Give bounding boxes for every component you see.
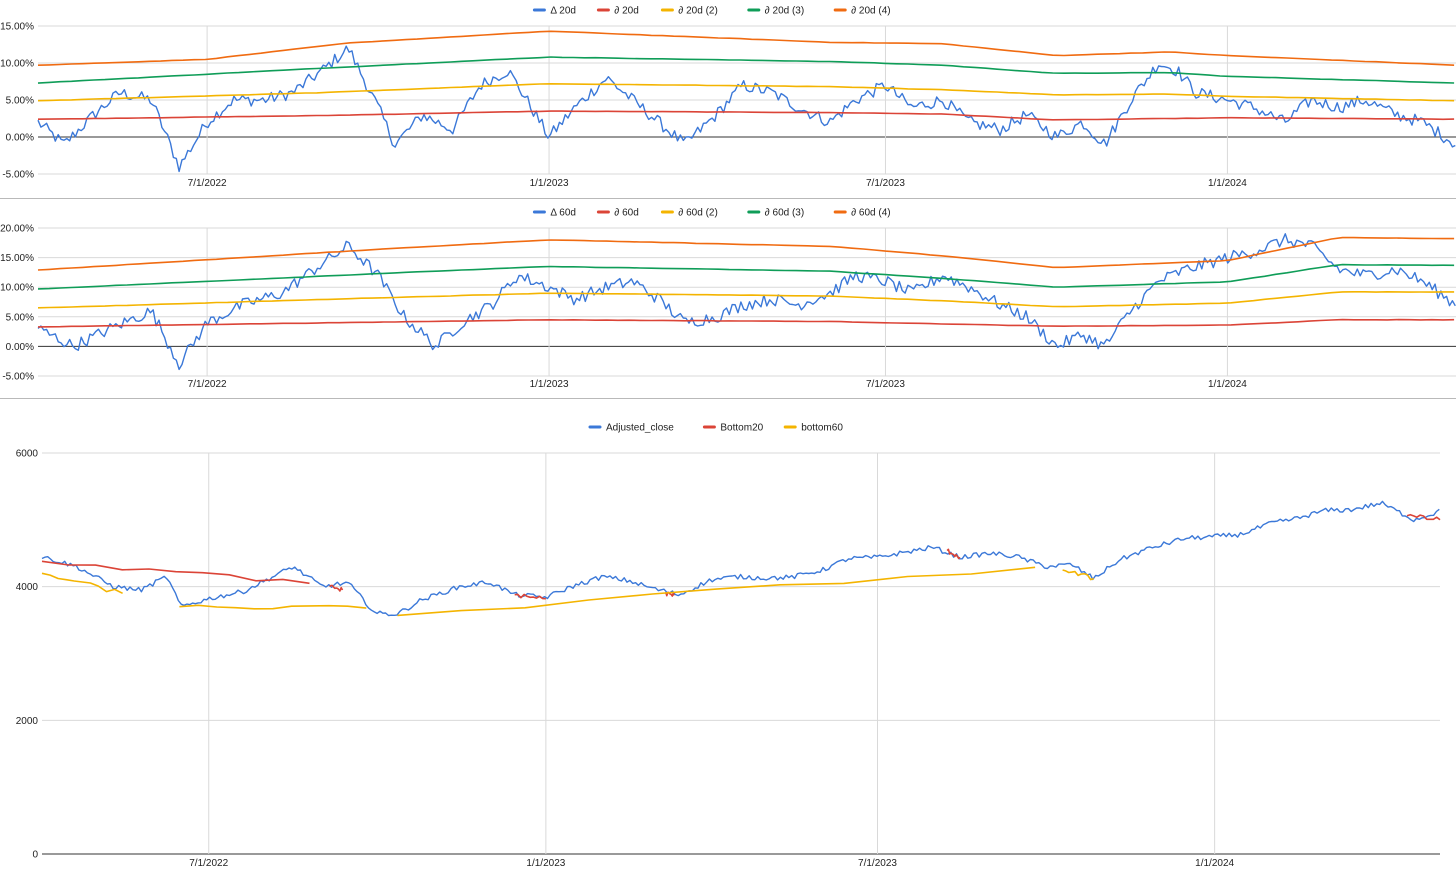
legend-label: Adjusted_close [606, 423, 674, 434]
series-line-60d-3 [37, 263, 1455, 290]
series-line-bottom60 [41, 566, 1094, 617]
legend-label: Bottom20 [720, 423, 763, 434]
y-tick-label: 0 [32, 850, 38, 861]
legend-item-20d-2: ∂ 20d (2) [660, 6, 718, 17]
legend-label: ∂ 60d (2) [678, 208, 717, 219]
y-tick-label: 2000 [16, 716, 39, 727]
legend-item-20d: ∂ 20d [596, 6, 639, 17]
legend-item-60d: ∂ 60d [596, 208, 639, 219]
delta-60d-chart: -5.00% 0.00% 5.00% 10.00% 15.00% 20.00% 7/1/20… [0, 201, 1456, 398]
delta-20d-chart-svg: -5.00% 0.00% 5.00% 10.00% 15.00% 7/1/2022 1/1/… [0, 6, 1456, 189]
y-tick-label: 15.00% [0, 253, 34, 264]
series-line-adjusted-close [41, 500, 1440, 617]
x-tick-label: 7/1/2023 [866, 178, 905, 189]
legend-label: ∂ 20d [614, 6, 638, 17]
chart-divider [0, 198, 1456, 199]
series-line-60d [37, 233, 1456, 371]
y-tick-label: 5.00% [6, 96, 34, 107]
x-tick-label: 1/1/2023 [530, 379, 569, 390]
legend-item-20d: Δ 20d [532, 6, 576, 17]
y-tick-label: 15.00% [0, 22, 34, 33]
legend-item-60d-2: ∂ 60d (2) [660, 208, 718, 219]
y-tick-label: 20.00% [0, 224, 34, 235]
y-tick-label: 5.00% [6, 312, 34, 323]
series-line-20d-4 [37, 30, 1455, 66]
y-tick-label: 10.00% [0, 283, 34, 294]
series-line-20d-3 [37, 56, 1455, 84]
legend-label: Δ 20d [550, 6, 576, 17]
series-line-bottom20 [41, 513, 1441, 600]
legend-item-bottom20: Bottom20 [702, 423, 764, 434]
adjusted-close-chart-svg: 0 2000 4000 6000 7/1/2022 1/1/2023 7/1/2023 1/1… [16, 423, 1441, 869]
legend-item-20d-4: ∂ 20d (4) [833, 6, 891, 17]
series-line-20d [37, 45, 1456, 173]
chart-divider [0, 398, 1456, 399]
x-tick-label: 1/1/2024 [1195, 858, 1234, 869]
series-line-60d-2 [37, 291, 1455, 309]
legend-item-60d-4: ∂ 60d (4) [833, 208, 891, 219]
chart-legend: Δ 20d ∂ 20d ∂ 20d (2) ∂ 20d (3) ∂ 20d (4) [532, 6, 891, 17]
delta-60d-chart-svg: -5.00% 0.00% 5.00% 10.00% 15.00% 20.00% 7/1/20… [0, 208, 1456, 390]
y-tick-label: 6000 [16, 449, 39, 460]
legend-label: ∂ 20d (2) [678, 6, 717, 17]
x-tick-label: 7/1/2022 [189, 858, 228, 869]
legend-item-bottom60: bottom60 [783, 423, 843, 434]
x-tick-label: 7/1/2023 [858, 858, 897, 869]
delta-20d-chart: -5.00% 0.00% 5.00% 10.00% 15.00% 7/1/2022 1/1/… [0, 0, 1456, 198]
legend-item-60d-3: ∂ 60d (3) [747, 208, 804, 219]
legend-label: ∂ 60d [614, 208, 638, 219]
legend-label: Δ 60d [550, 208, 576, 219]
legend-label: ∂ 20d (4) [851, 6, 890, 17]
chart-legend: Adjusted_close Bottom20 bottom60 [588, 423, 843, 434]
legend-label: ∂ 60d (3) [765, 208, 804, 219]
x-tick-label: 1/1/2023 [526, 858, 565, 869]
legend-label: bottom60 [801, 423, 843, 434]
legend-item-20d-3: ∂ 20d (3) [747, 6, 804, 17]
chart-legend: Δ 60d ∂ 60d ∂ 60d (2) ∂ 60d (3) ∂ 60d (4) [532, 208, 891, 219]
x-tick-label: 7/1/2022 [188, 178, 227, 189]
x-tick-label: 7/1/2023 [866, 379, 905, 390]
x-tick-label: 1/1/2023 [530, 178, 569, 189]
legend-item-60d: Δ 60d [532, 208, 576, 219]
y-tick-label: 4000 [16, 582, 39, 593]
series-line-60d-4 [37, 236, 1455, 271]
y-tick-label: 0.00% [6, 342, 34, 353]
adjusted-close-chart: 0 2000 4000 6000 7/1/2022 1/1/2023 7/1/2023 1/1… [0, 408, 1456, 872]
series-line-20d-2 [37, 83, 1455, 102]
legend-label: ∂ 60d (4) [851, 208, 890, 219]
y-tick-label: -5.00% [2, 170, 34, 181]
legend-item-adjusted-close: Adjusted_close [588, 423, 674, 434]
series-line-20d [37, 110, 1455, 121]
y-tick-label: -5.00% [2, 372, 34, 383]
y-tick-label: 10.00% [0, 59, 34, 70]
x-tick-label: 1/1/2024 [1208, 178, 1247, 189]
y-tick-label: 0.00% [6, 133, 34, 144]
legend-label: ∂ 20d (3) [765, 6, 804, 17]
x-tick-label: 1/1/2024 [1208, 379, 1247, 390]
x-tick-label: 7/1/2022 [188, 379, 227, 390]
series-line-60d [37, 318, 1455, 328]
